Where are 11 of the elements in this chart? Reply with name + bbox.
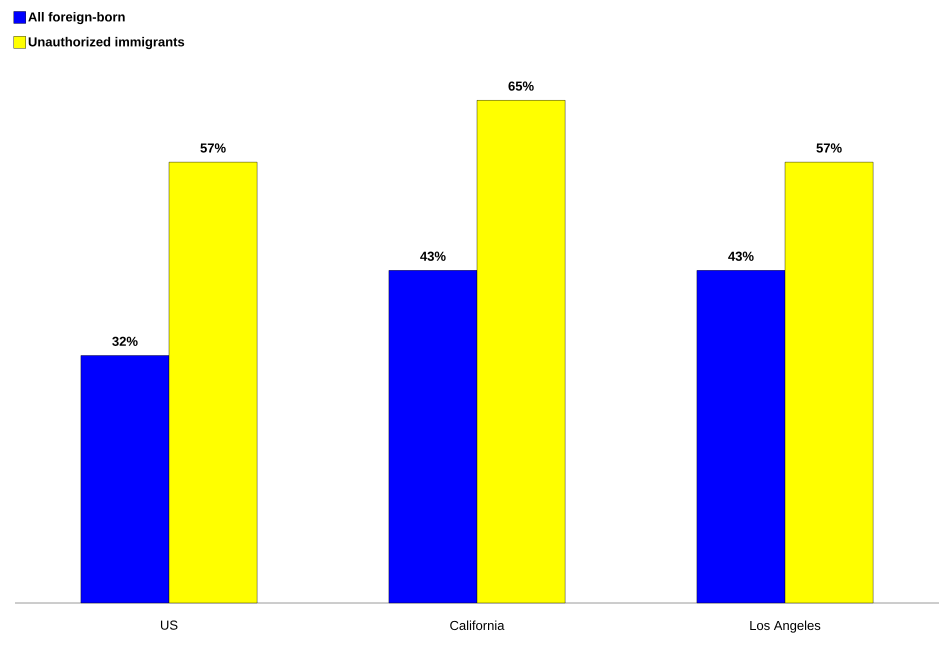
data-label: 57% (816, 143, 842, 153)
data-label: 65% (508, 81, 534, 91)
data-label: 57% (200, 143, 226, 153)
data-label: 43% (728, 252, 754, 261)
x-tick-label: Los Angeles (750, 620, 820, 633)
data-label: 43% (420, 252, 446, 261)
legend-label: All foreign-born (28, 12, 125, 24)
data-label: 32% (112, 336, 138, 346)
legend-label: Unauthorized immigrants (28, 36, 184, 50)
x-tick-label: California (450, 620, 504, 630)
x-tick-label: US (160, 620, 178, 630)
